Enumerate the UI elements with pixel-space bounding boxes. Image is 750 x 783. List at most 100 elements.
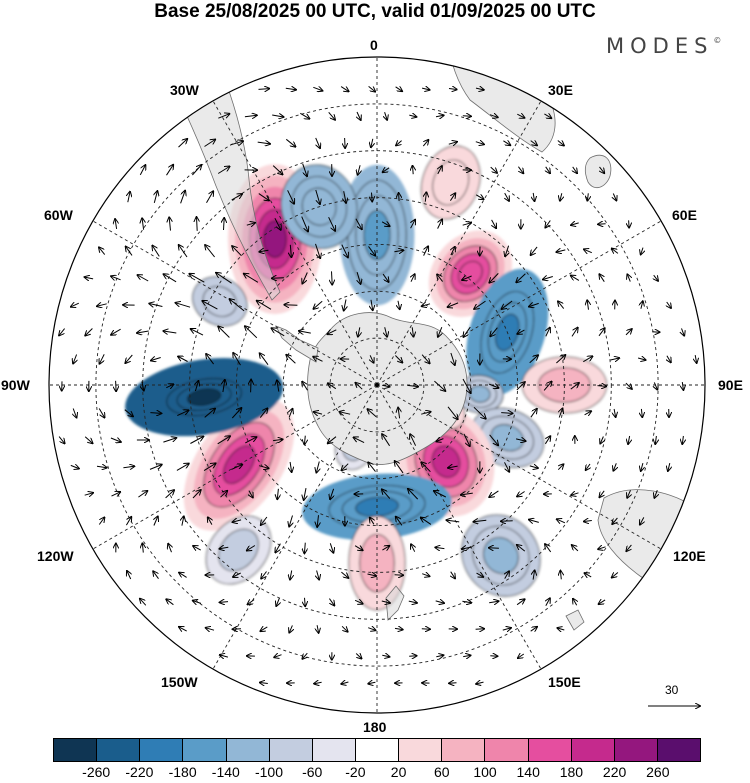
wind-arrow — [505, 571, 509, 579]
wind-arrow — [503, 141, 510, 145]
wind-arrow — [382, 489, 391, 499]
wind-arrow — [448, 89, 457, 90]
wind-arrow — [382, 655, 389, 657]
colorbar-tick-label: 220 — [602, 764, 627, 780]
wind-arrow — [231, 194, 242, 201]
wind-arrow — [438, 327, 442, 337]
wind-arrow — [341, 571, 348, 578]
wind-arrow — [313, 87, 322, 90]
wind-arrow — [533, 570, 535, 580]
wind-arrow — [164, 274, 177, 283]
meridian-line — [376, 384, 542, 670]
wind-arrow — [166, 599, 174, 606]
wind-arrow — [367, 574, 377, 576]
wind-arrow — [314, 412, 323, 414]
wind-arrow — [203, 463, 216, 472]
wind-arrow — [304, 488, 306, 500]
wind-arrow — [462, 601, 471, 603]
wind-arrow — [178, 139, 188, 148]
streamline — [487, 302, 527, 363]
wind-arrow — [489, 384, 498, 388]
wind-arrow — [176, 303, 191, 308]
wind-arrow — [231, 408, 241, 419]
streamline — [472, 525, 530, 586]
wind-arrow — [152, 246, 160, 257]
wind-arrow — [245, 326, 258, 339]
wind-arrow — [313, 357, 323, 362]
wind-arrow — [85, 328, 93, 336]
wind-arrow — [529, 520, 539, 523]
wind-arrow — [447, 406, 458, 419]
streamline — [280, 164, 358, 249]
wind-arrow — [261, 516, 268, 525]
wind-arrow — [489, 115, 498, 118]
wind-arrow — [435, 547, 445, 548]
wind-arrow — [299, 331, 311, 333]
wind-arrow — [204, 140, 216, 147]
lon-label-150w: 150W — [161, 674, 198, 690]
wind-arrow — [290, 461, 292, 472]
wind-arrow — [463, 326, 471, 337]
streamline — [263, 220, 287, 258]
wind-arrow — [585, 573, 592, 577]
colorbar-box — [140, 739, 184, 761]
wind-arrow — [206, 191, 214, 203]
streamline — [431, 445, 461, 478]
streamline — [490, 424, 524, 452]
wind-arrow — [637, 358, 646, 360]
wind-arrow — [462, 276, 472, 280]
wind-arrow — [272, 165, 282, 175]
wind-arrow — [463, 433, 470, 446]
wind-arrow — [116, 380, 117, 391]
wind-arrow — [328, 111, 335, 119]
wind-arrow — [382, 385, 389, 386]
wind-arrow — [166, 165, 174, 176]
wind-arrow — [277, 488, 278, 499]
wind-arrow — [123, 466, 134, 468]
wind-arrow — [368, 409, 377, 418]
wind-arrow — [625, 329, 632, 336]
wind-arrow — [125, 354, 133, 363]
wind-arrow — [448, 466, 458, 468]
wind-arrow — [372, 192, 373, 202]
wind-arrow — [149, 465, 162, 470]
wind-arrow — [451, 571, 455, 579]
colorbar-tick-label: 100 — [473, 764, 497, 780]
wind-arrow — [410, 434, 417, 446]
wind-arrow — [556, 355, 565, 364]
wind-arrow — [394, 250, 403, 251]
streamline — [222, 445, 256, 484]
wind-arrow — [217, 436, 230, 445]
wind-arrow — [560, 193, 562, 200]
wind-arrow — [407, 385, 419, 386]
map-title: Base 25/08/2025 00 UTC, valid 01/09/2025… — [154, 1, 596, 22]
wind-arrow — [667, 301, 671, 308]
wind-arrow — [381, 601, 390, 603]
wind-arrow — [97, 304, 107, 306]
wind-arrow — [341, 625, 348, 631]
wind-arrow — [505, 192, 509, 201]
wind-arrow — [290, 570, 292, 580]
wind-arrow — [244, 274, 259, 283]
wind-arrow — [573, 166, 577, 173]
wind-arrow — [251, 380, 252, 393]
wind-arrow — [328, 383, 337, 390]
wind-arrow — [231, 465, 243, 470]
wind-arrow — [598, 547, 606, 549]
wind-arrow — [559, 409, 562, 418]
wind-arrow — [502, 300, 513, 309]
wind-arrow — [354, 546, 363, 551]
wind-arrow — [340, 412, 351, 414]
wind-arrow — [612, 573, 619, 578]
wind-arrow — [233, 520, 242, 522]
wind-arrow — [58, 436, 65, 444]
wind-arrow — [220, 655, 229, 657]
wind-arrow — [613, 463, 616, 470]
wind-arrow — [423, 246, 429, 256]
wind-arrow — [423, 140, 428, 147]
wind-arrow — [408, 489, 419, 500]
wind-arrow — [273, 439, 283, 440]
wind-arrow — [371, 138, 373, 147]
wind-arrow — [345, 137, 346, 148]
wind-arrow — [73, 408, 76, 418]
